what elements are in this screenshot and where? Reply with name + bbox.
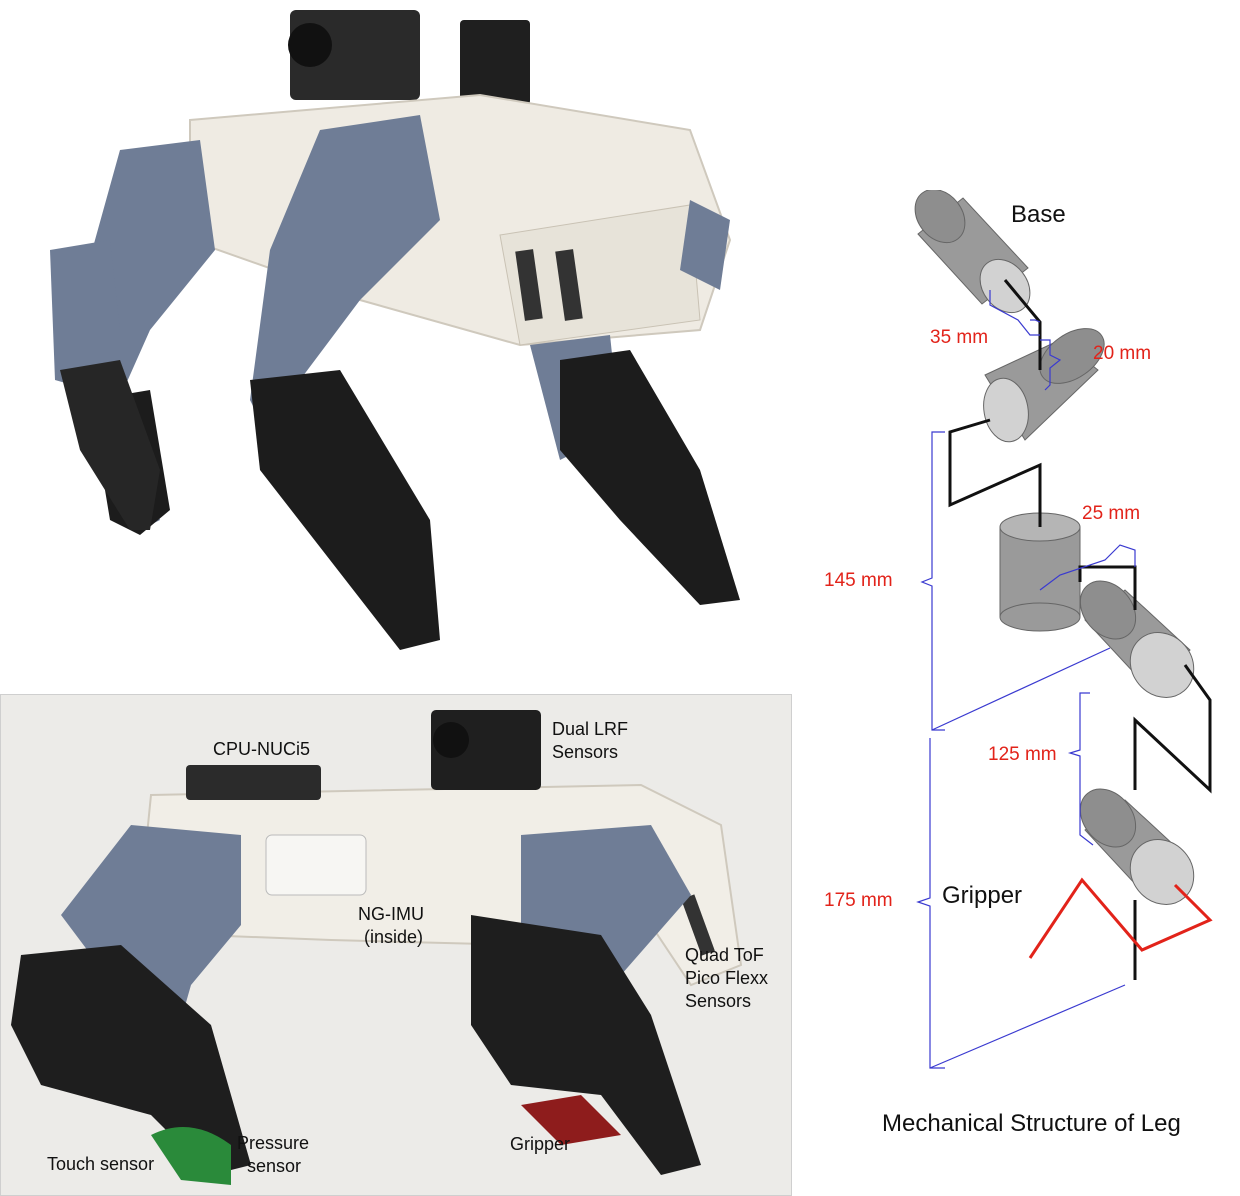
dim-175mm: 175 mm (824, 890, 893, 911)
robot-body-side (499, 204, 701, 346)
joint-cylinder-3 (999, 512, 1081, 632)
dimension-lines (916, 290, 1136, 1069)
dim-20mm: 20 mm (1093, 343, 1152, 364)
leg-diagram: Base 35 mm 20 mm 25 mm 145 mm 125 mm 175… (800, 190, 1240, 1196)
tof-sensor-window (681, 894, 715, 956)
leg-diagram-drawing (914, 190, 1213, 1069)
label-imu-line2: (inside) (364, 927, 424, 947)
robot-photo-top (0, 0, 790, 670)
camera-lens (288, 23, 332, 67)
label-tof-line1: Quad ToF (685, 945, 764, 965)
label-tof-line3: Sensors (685, 991, 752, 1011)
label-pressure-line2: sensor (247, 1156, 302, 1176)
diagram-title: Mechanical Structure of Leg (882, 1110, 1181, 1137)
dim-35mm: 35 mm (930, 327, 989, 348)
leg-rear-right (530, 200, 740, 605)
joint-cylinder-2 (983, 328, 1105, 443)
label-imu-line1: NG-IMU (358, 904, 424, 924)
gripper-jaw (521, 1095, 621, 1145)
camera-lens (433, 722, 469, 758)
imu-housing (265, 834, 367, 896)
robot-illustration-top (50, 10, 740, 650)
robot-illustration-side (11, 710, 743, 1185)
leg-rear-left (50, 240, 160, 530)
label-pressure-line1: Pressure (237, 1133, 310, 1153)
robot-photo-bottom: CPU-NUCi5 Dual LRF Sensors NG-IMU (insid… (0, 694, 792, 1196)
label-lrf-line2: Sensors (552, 742, 619, 762)
label-tof-line2: Pico Flexx (685, 968, 769, 988)
lrf-sensor-block-2 (460, 20, 530, 105)
joint-cylinder-base (914, 190, 1031, 314)
joint-cylinder-4 (1079, 580, 1195, 698)
tof-sensor-window (515, 249, 543, 321)
dim-145mm: 145 mm (824, 570, 893, 591)
leg-front-side (11, 825, 251, 1185)
label-base: Base (1011, 201, 1066, 228)
dim-25mm: 25 mm (1082, 503, 1141, 524)
tof-sensor-window (555, 249, 583, 321)
label-gripper: Gripper (510, 1134, 571, 1154)
pressure-sensor-pad (151, 1127, 231, 1185)
label-gripper-diagram: Gripper (942, 882, 1023, 909)
leg-rear-side (471, 825, 701, 1175)
leg-front-right (250, 115, 440, 650)
label-cpu: CPU-NUCi5 (213, 739, 311, 759)
gripper-links (1028, 877, 1213, 959)
label-touch-sensor: Touch sensor (47, 1154, 155, 1174)
label-lrf-line1: Dual LRF (552, 719, 629, 739)
cpu-unit (186, 765, 321, 800)
dim-125mm: 125 mm (988, 744, 1057, 765)
